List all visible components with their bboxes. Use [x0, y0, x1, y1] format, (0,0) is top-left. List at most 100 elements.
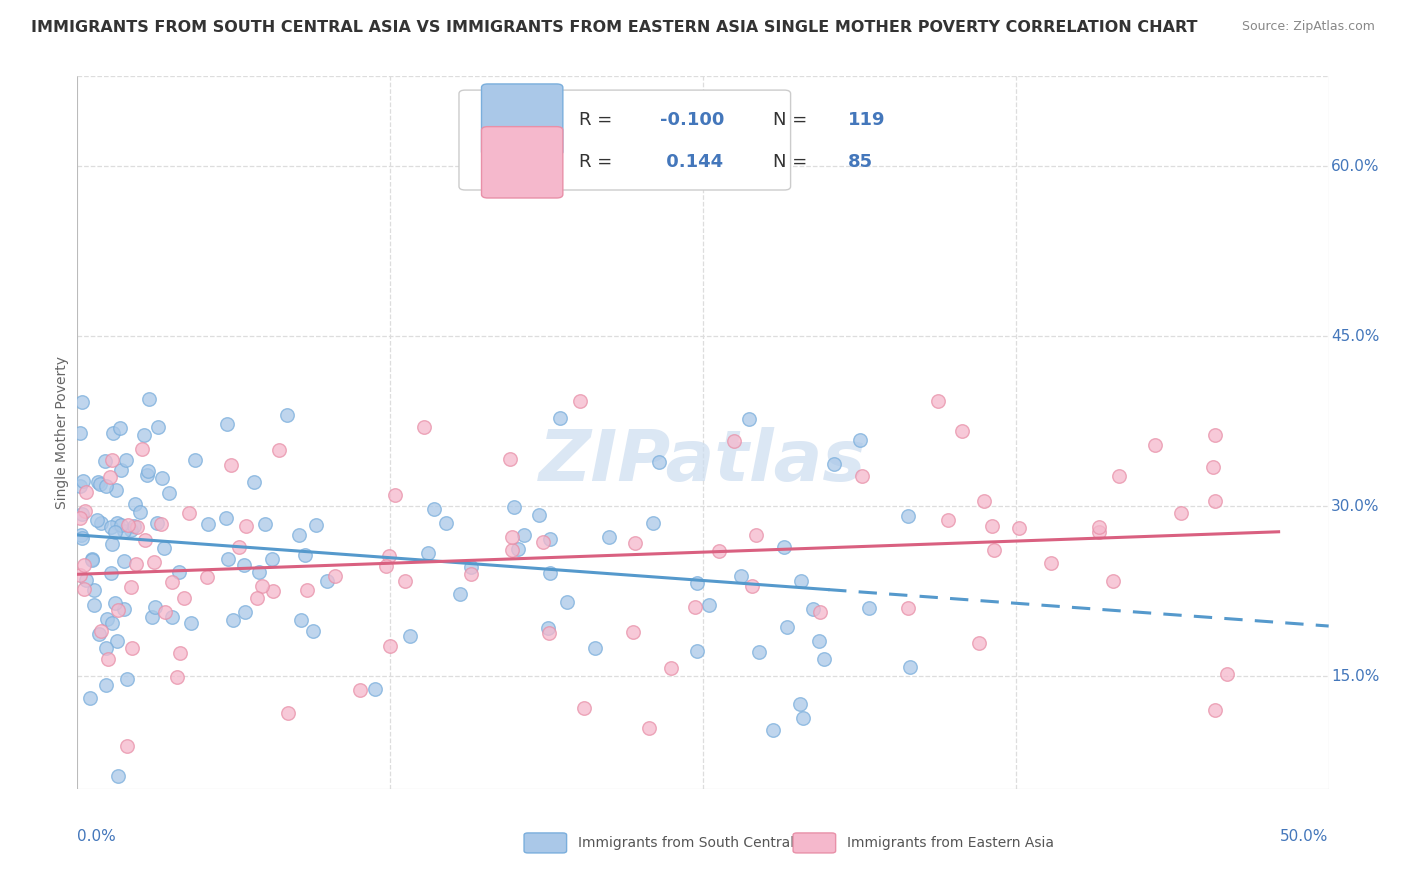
Point — [305, 517, 328, 532]
Point — [104, 524, 127, 539]
Point — [503, 500, 526, 514]
Point — [501, 543, 523, 558]
Point — [72, 531, 94, 545]
Point — [302, 624, 325, 639]
Point — [813, 652, 835, 666]
Point — [138, 464, 160, 478]
Point — [723, 434, 745, 448]
Text: 15.0%: 15.0% — [1331, 669, 1379, 683]
Point — [501, 530, 523, 544]
Point — [117, 739, 139, 754]
Point — [686, 576, 709, 591]
Point — [79, 691, 101, 706]
Point — [898, 660, 921, 674]
Point — [104, 483, 127, 497]
Point — [150, 471, 173, 485]
Point — [233, 605, 256, 619]
Point — [375, 559, 398, 574]
Point — [70, 508, 93, 522]
Point — [1204, 428, 1226, 442]
Point — [129, 505, 152, 519]
Point — [936, 513, 959, 527]
Point — [120, 581, 142, 595]
Point — [967, 636, 990, 650]
Point — [72, 474, 94, 488]
Point — [416, 546, 439, 560]
Point — [641, 516, 664, 531]
Text: 60.0%: 60.0% — [1331, 159, 1379, 174]
Point — [858, 601, 880, 615]
Point — [96, 612, 118, 626]
Point — [86, 475, 108, 489]
Point — [138, 392, 160, 406]
Point — [104, 596, 127, 610]
Text: R =: R = — [579, 153, 619, 171]
Text: 30.0%: 30.0% — [1331, 499, 1379, 514]
Text: -0.100: -0.100 — [661, 111, 725, 128]
FancyBboxPatch shape — [458, 90, 790, 190]
Point — [638, 721, 661, 735]
Point — [384, 488, 406, 502]
Point — [166, 670, 188, 684]
Point — [83, 598, 105, 612]
Point — [125, 520, 148, 534]
Point — [624, 535, 647, 549]
Point — [235, 518, 257, 533]
Point — [195, 570, 218, 584]
Text: 0.144: 0.144 — [661, 153, 724, 171]
Point — [97, 652, 120, 666]
Point — [222, 614, 245, 628]
Point — [707, 544, 730, 558]
Point — [789, 698, 811, 712]
Point — [598, 530, 620, 544]
Point — [294, 548, 316, 562]
Point — [247, 566, 270, 580]
FancyBboxPatch shape — [481, 84, 562, 155]
Text: 45.0%: 45.0% — [1331, 329, 1379, 343]
Point — [276, 408, 298, 422]
Point — [217, 551, 239, 566]
Point — [120, 523, 142, 537]
Point — [69, 527, 91, 541]
Point — [423, 502, 446, 516]
FancyBboxPatch shape — [793, 833, 835, 853]
Point — [153, 605, 176, 619]
Text: 0.0%: 0.0% — [77, 829, 117, 844]
Point — [1204, 703, 1226, 717]
Point — [730, 569, 752, 583]
Point — [896, 508, 918, 523]
Point — [460, 566, 482, 581]
Point — [983, 543, 1005, 558]
Point — [1088, 525, 1111, 540]
Point — [214, 511, 236, 525]
Point — [69, 479, 91, 493]
Point — [160, 574, 183, 589]
Point — [89, 477, 111, 491]
Point — [173, 591, 195, 605]
Point — [364, 682, 387, 697]
Point — [75, 485, 97, 500]
Point — [180, 615, 202, 630]
Point — [124, 497, 146, 511]
Point — [87, 626, 110, 640]
Point — [315, 574, 337, 588]
Point — [233, 558, 256, 572]
Point — [146, 516, 169, 530]
Point — [112, 524, 135, 538]
Point — [69, 511, 91, 525]
Text: N =: N = — [773, 111, 813, 128]
Y-axis label: Single Mother Poverty: Single Mother Poverty — [55, 356, 69, 509]
Point — [378, 549, 401, 564]
Point — [927, 393, 949, 408]
Point — [349, 682, 371, 697]
Point — [70, 395, 93, 409]
Point — [950, 424, 973, 438]
Point — [413, 420, 436, 434]
Point — [378, 639, 401, 653]
Point — [537, 621, 560, 635]
Point — [105, 516, 128, 531]
Point — [260, 551, 283, 566]
Point — [94, 479, 117, 493]
Point — [167, 565, 190, 579]
Point — [73, 558, 96, 573]
